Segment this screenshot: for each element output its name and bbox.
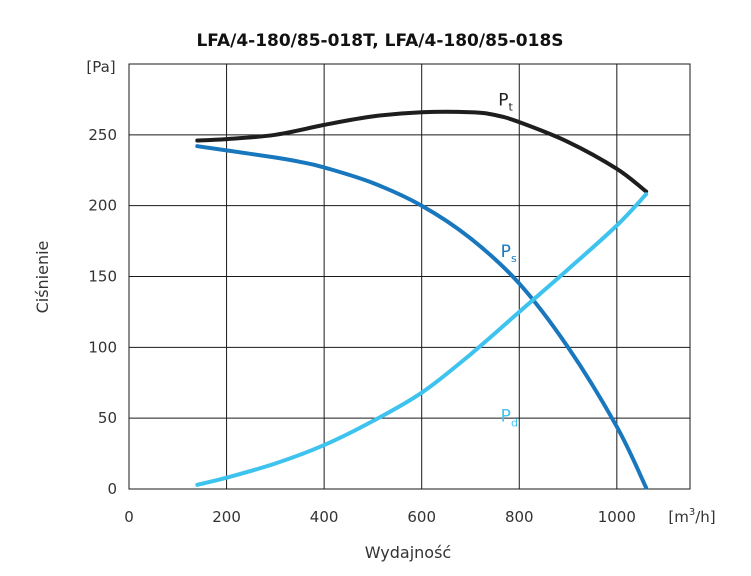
series-labels: Pt Ps Pd [498,90,518,429]
series-label-pt: Pt [498,90,513,113]
x-tick-label: 800 [505,508,534,526]
x-tick-label: 200 [212,508,241,526]
x-tick-label: 400 [310,508,339,526]
y-tick-label: 50 [98,409,117,427]
x-axis-unit: [m3/h] [668,507,715,526]
y-tick-label: 150 [88,268,117,286]
x-tick-label: 0 [124,508,134,526]
series-line-pd [195,192,649,487]
grid [128,63,691,490]
x-tick-label: 1000 [598,508,636,526]
y-tick-label: 200 [88,197,117,215]
series-line-ps [195,144,649,490]
x-unit-tail: /h] [695,508,715,526]
x-axis-label: Wydajność [365,543,451,562]
ticks: 0 200 400 600 800 1000 0 50 100 150 200 250 [88,126,636,526]
series-label-pd: Pd [501,406,518,429]
series-lines [195,109,649,490]
series-line-pt [195,109,649,194]
chart-title: LFA/4-180/85-018T, LFA/4-180/85-018S [196,31,563,51]
x-unit-superscript: 3 [689,507,695,518]
y-tick-label: 0 [107,480,117,498]
y-axis-label: Ciśnienie [33,241,52,314]
series-label-ps: Ps [501,242,517,265]
y-tick-label: 250 [88,126,117,144]
x-tick-label: 600 [407,508,436,526]
y-axis-unit: [Pa] [86,58,115,76]
x-unit-base: [m [668,508,688,526]
y-tick-label: 100 [88,338,117,356]
